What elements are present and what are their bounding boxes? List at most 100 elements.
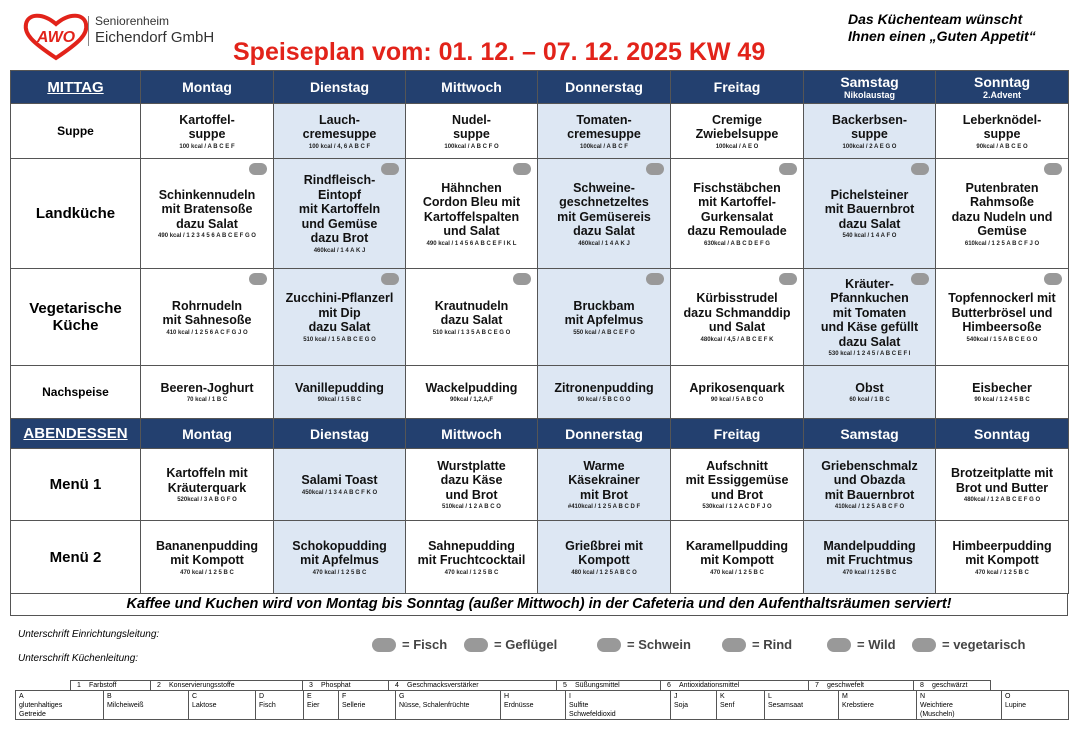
food-icon bbox=[249, 163, 267, 175]
dish-info: 470 kcal / 1 2 5 B C bbox=[975, 569, 1029, 576]
legend-icon bbox=[464, 638, 488, 652]
day-header: Donnerstag bbox=[537, 70, 671, 104]
day-name: Sonntag bbox=[974, 74, 1030, 90]
menu-cell: Putenbraten Rahmsoße dazu Nudeln und Gem… bbox=[935, 158, 1069, 269]
allergen-code: B bbox=[107, 693, 112, 700]
allergen-cell: K Senf bbox=[716, 690, 765, 720]
day-name: Montag bbox=[182, 425, 232, 442]
allergen-label: Lupine bbox=[1005, 702, 1027, 709]
day-header: Dienstag bbox=[273, 418, 406, 449]
dish-name: Aufschnitt mit Essiggemüse und Brot bbox=[685, 458, 789, 502]
dish-info: 100kcal / A B C F bbox=[580, 143, 628, 150]
additive-label: Phosphat bbox=[321, 682, 351, 689]
food-icon bbox=[646, 163, 664, 175]
allergen-label: Sulfite Schwefeldioxid bbox=[569, 702, 616, 718]
additive-label: Süßungsmittel bbox=[575, 682, 620, 689]
dish-name: Rohrnudeln mit Sahnesoße bbox=[162, 298, 252, 328]
dish-name: Kartoffel- suppe bbox=[179, 112, 235, 142]
additive-label: Konservierungsstoffe bbox=[169, 682, 235, 689]
menu-cell: Rohrnudeln mit Sahnesoße 410 kcal / 1 2 5… bbox=[140, 268, 274, 366]
row-label: Landküche bbox=[10, 158, 141, 269]
day-header: Montag bbox=[140, 70, 274, 104]
dish-info: 470 kcal / 1 2 5 B C bbox=[842, 569, 897, 576]
dish-name: Beeren-Joghurt bbox=[160, 380, 254, 395]
dish-info: 530kcal / 1 2 A C D F J O bbox=[702, 504, 772, 511]
menu-cell: Hähnchen Cordon Bleu mit Kartoffelspalte… bbox=[405, 158, 538, 269]
dish-info: 90 kcal / 1 2 4 5 B C bbox=[974, 397, 1030, 404]
logo-heart bbox=[23, 13, 89, 61]
dish-name: Griebenschmalz und Obazda mit Bauernbrot bbox=[821, 458, 918, 502]
row-label-text: Landküche bbox=[35, 205, 116, 222]
additive-num: 4 bbox=[395, 682, 399, 689]
dish-info: 90 kcal / 5 A B C O bbox=[710, 397, 764, 404]
dish-name: Obst bbox=[855, 380, 884, 395]
day-name: Freitag bbox=[713, 425, 761, 442]
day-header: Mittwoch bbox=[405, 418, 538, 449]
dish-name: Cremige Zwiebelsuppe bbox=[695, 112, 779, 142]
dish-info: 90kcal / 1,2,A,F bbox=[449, 397, 494, 404]
day-header: Samstag bbox=[803, 418, 936, 449]
dish-name: Sahnepudding mit Fruchtcocktail bbox=[417, 538, 526, 568]
food-icon bbox=[381, 273, 399, 285]
dish-info: 470 kcal / 1 2 5 B C bbox=[444, 569, 499, 576]
legend-icon bbox=[372, 638, 396, 652]
dish-info: 510 kcal / 1 5 A B C E G O bbox=[303, 336, 376, 343]
dish-name: Rindfleisch- Eintopf mit Kartoffeln und … bbox=[298, 173, 381, 246]
menu-cell: Warme Käsekrainer mit Brot #410kcal / 1 2… bbox=[537, 448, 671, 521]
day-header: Freitag bbox=[670, 70, 804, 104]
menu-cell: Zitronenpudding 90 kcal / 5 B C G O bbox=[537, 365, 671, 419]
dish-name: Fischstäbchen mit Kartoffel- Gurkensalat… bbox=[687, 180, 787, 239]
dish-name: Krautnudeln dazu Salat bbox=[434, 298, 509, 328]
allergen-label: Eier bbox=[307, 702, 320, 709]
menu-cell: Mandelpudding mit Fruchtmus 470 kcal / 1 … bbox=[803, 520, 936, 594]
dish-info: 470 kcal / 1 2 5 B C bbox=[180, 569, 234, 576]
menu-cell: Himbeerpudding mit Kompott 470 kcal / 1 2… bbox=[935, 520, 1069, 594]
dish-info: 90 kcal / 5 B C G O bbox=[577, 397, 631, 404]
dish-info: 100kcal / 2 A E G O bbox=[842, 143, 897, 150]
dish-info: 100 kcal / A B C E F bbox=[179, 143, 235, 150]
legend: = Fisch = Geflügel = Schwein = Rind = Wild = … bbox=[372, 634, 1062, 658]
footer-note: Kaffee und Kuchen wird von Montag bis So… bbox=[10, 593, 1068, 616]
additive-label: geschwärzt bbox=[932, 682, 968, 689]
additive-num: 2 bbox=[157, 682, 161, 689]
allergen-cell: E Eier bbox=[303, 690, 339, 720]
dish-info: 530 kcal / 1 2 4 5 / A B C E F I bbox=[828, 351, 911, 358]
day-name: Sonntag bbox=[974, 425, 1030, 442]
legend-text: = vegetarisch bbox=[942, 637, 1026, 652]
day-name: Samstag bbox=[840, 74, 899, 90]
dish-info: 490 kcal / 1 2 3 4 5 6 A B C E F G O bbox=[158, 233, 256, 240]
row-label-text: Suppe bbox=[57, 124, 94, 138]
menu-cell: Rindfleisch- Eintopf mit Kartoffeln und … bbox=[273, 158, 406, 269]
day-header: Donnerstag bbox=[537, 418, 671, 449]
dish-name: Hähnchen Cordon Bleu mit Kartoffelspalte… bbox=[422, 180, 521, 239]
allergen-cell: I Sulfite Schwefeldioxid bbox=[565, 690, 671, 720]
row-label: Menü 2 bbox=[10, 520, 141, 594]
allergen-cell: B Milcheiweiß bbox=[103, 690, 189, 720]
dish-name: Topfennockerl mit Butterbrösel und Himbe… bbox=[948, 291, 1056, 335]
row-label-text: Menü 1 bbox=[49, 476, 102, 493]
additive-label: geschwefelt bbox=[827, 682, 864, 689]
additive-num: 3 bbox=[309, 682, 313, 689]
allergen-code: I bbox=[569, 693, 571, 700]
menu-cell: Cremige Zwiebelsuppe 100kcal / A E O bbox=[670, 103, 804, 159]
menu-cell: Wurstplatte dazu Käse und Brot 510kcal / … bbox=[405, 448, 538, 521]
dish-name: Vanillepudding bbox=[295, 380, 384, 395]
additive-label: Farbstoff bbox=[89, 682, 117, 689]
dish-name: Tomaten- cremesuppe bbox=[567, 112, 641, 142]
allergen-cell: L Sesamsaat bbox=[764, 690, 839, 720]
allergen-cell: M Krebstiere bbox=[838, 690, 917, 720]
allergen-cell: G Nüsse, Schalenfrüchte bbox=[395, 690, 501, 720]
dish-info: 610kcal / 1 2 5 A B C F J O bbox=[964, 240, 1040, 247]
allergen-label: Sesamsaat bbox=[768, 702, 804, 709]
food-icon bbox=[249, 273, 267, 285]
dish-name: Warme Käsekrainer mit Brot bbox=[568, 458, 640, 502]
legend-text: = Wild bbox=[857, 637, 896, 652]
section-label: MITTAG bbox=[10, 70, 141, 104]
menu-cell: Wackelpudding 90kcal / 1,2,A,F bbox=[405, 365, 538, 419]
signature: Unterschrift Küchenleitung: bbox=[18, 653, 139, 664]
additive-num: 1 bbox=[77, 682, 81, 689]
menu-cell: Kürbisstrudel dazu Schmanddip und Salat 4… bbox=[670, 268, 804, 366]
menu-cell: Kräuter- Pfannkuchen mit Tomaten und Käs… bbox=[803, 268, 936, 366]
menu-cell: Grießbrei mit Kompott 480 kcal / 1 2 5 A … bbox=[537, 520, 671, 594]
